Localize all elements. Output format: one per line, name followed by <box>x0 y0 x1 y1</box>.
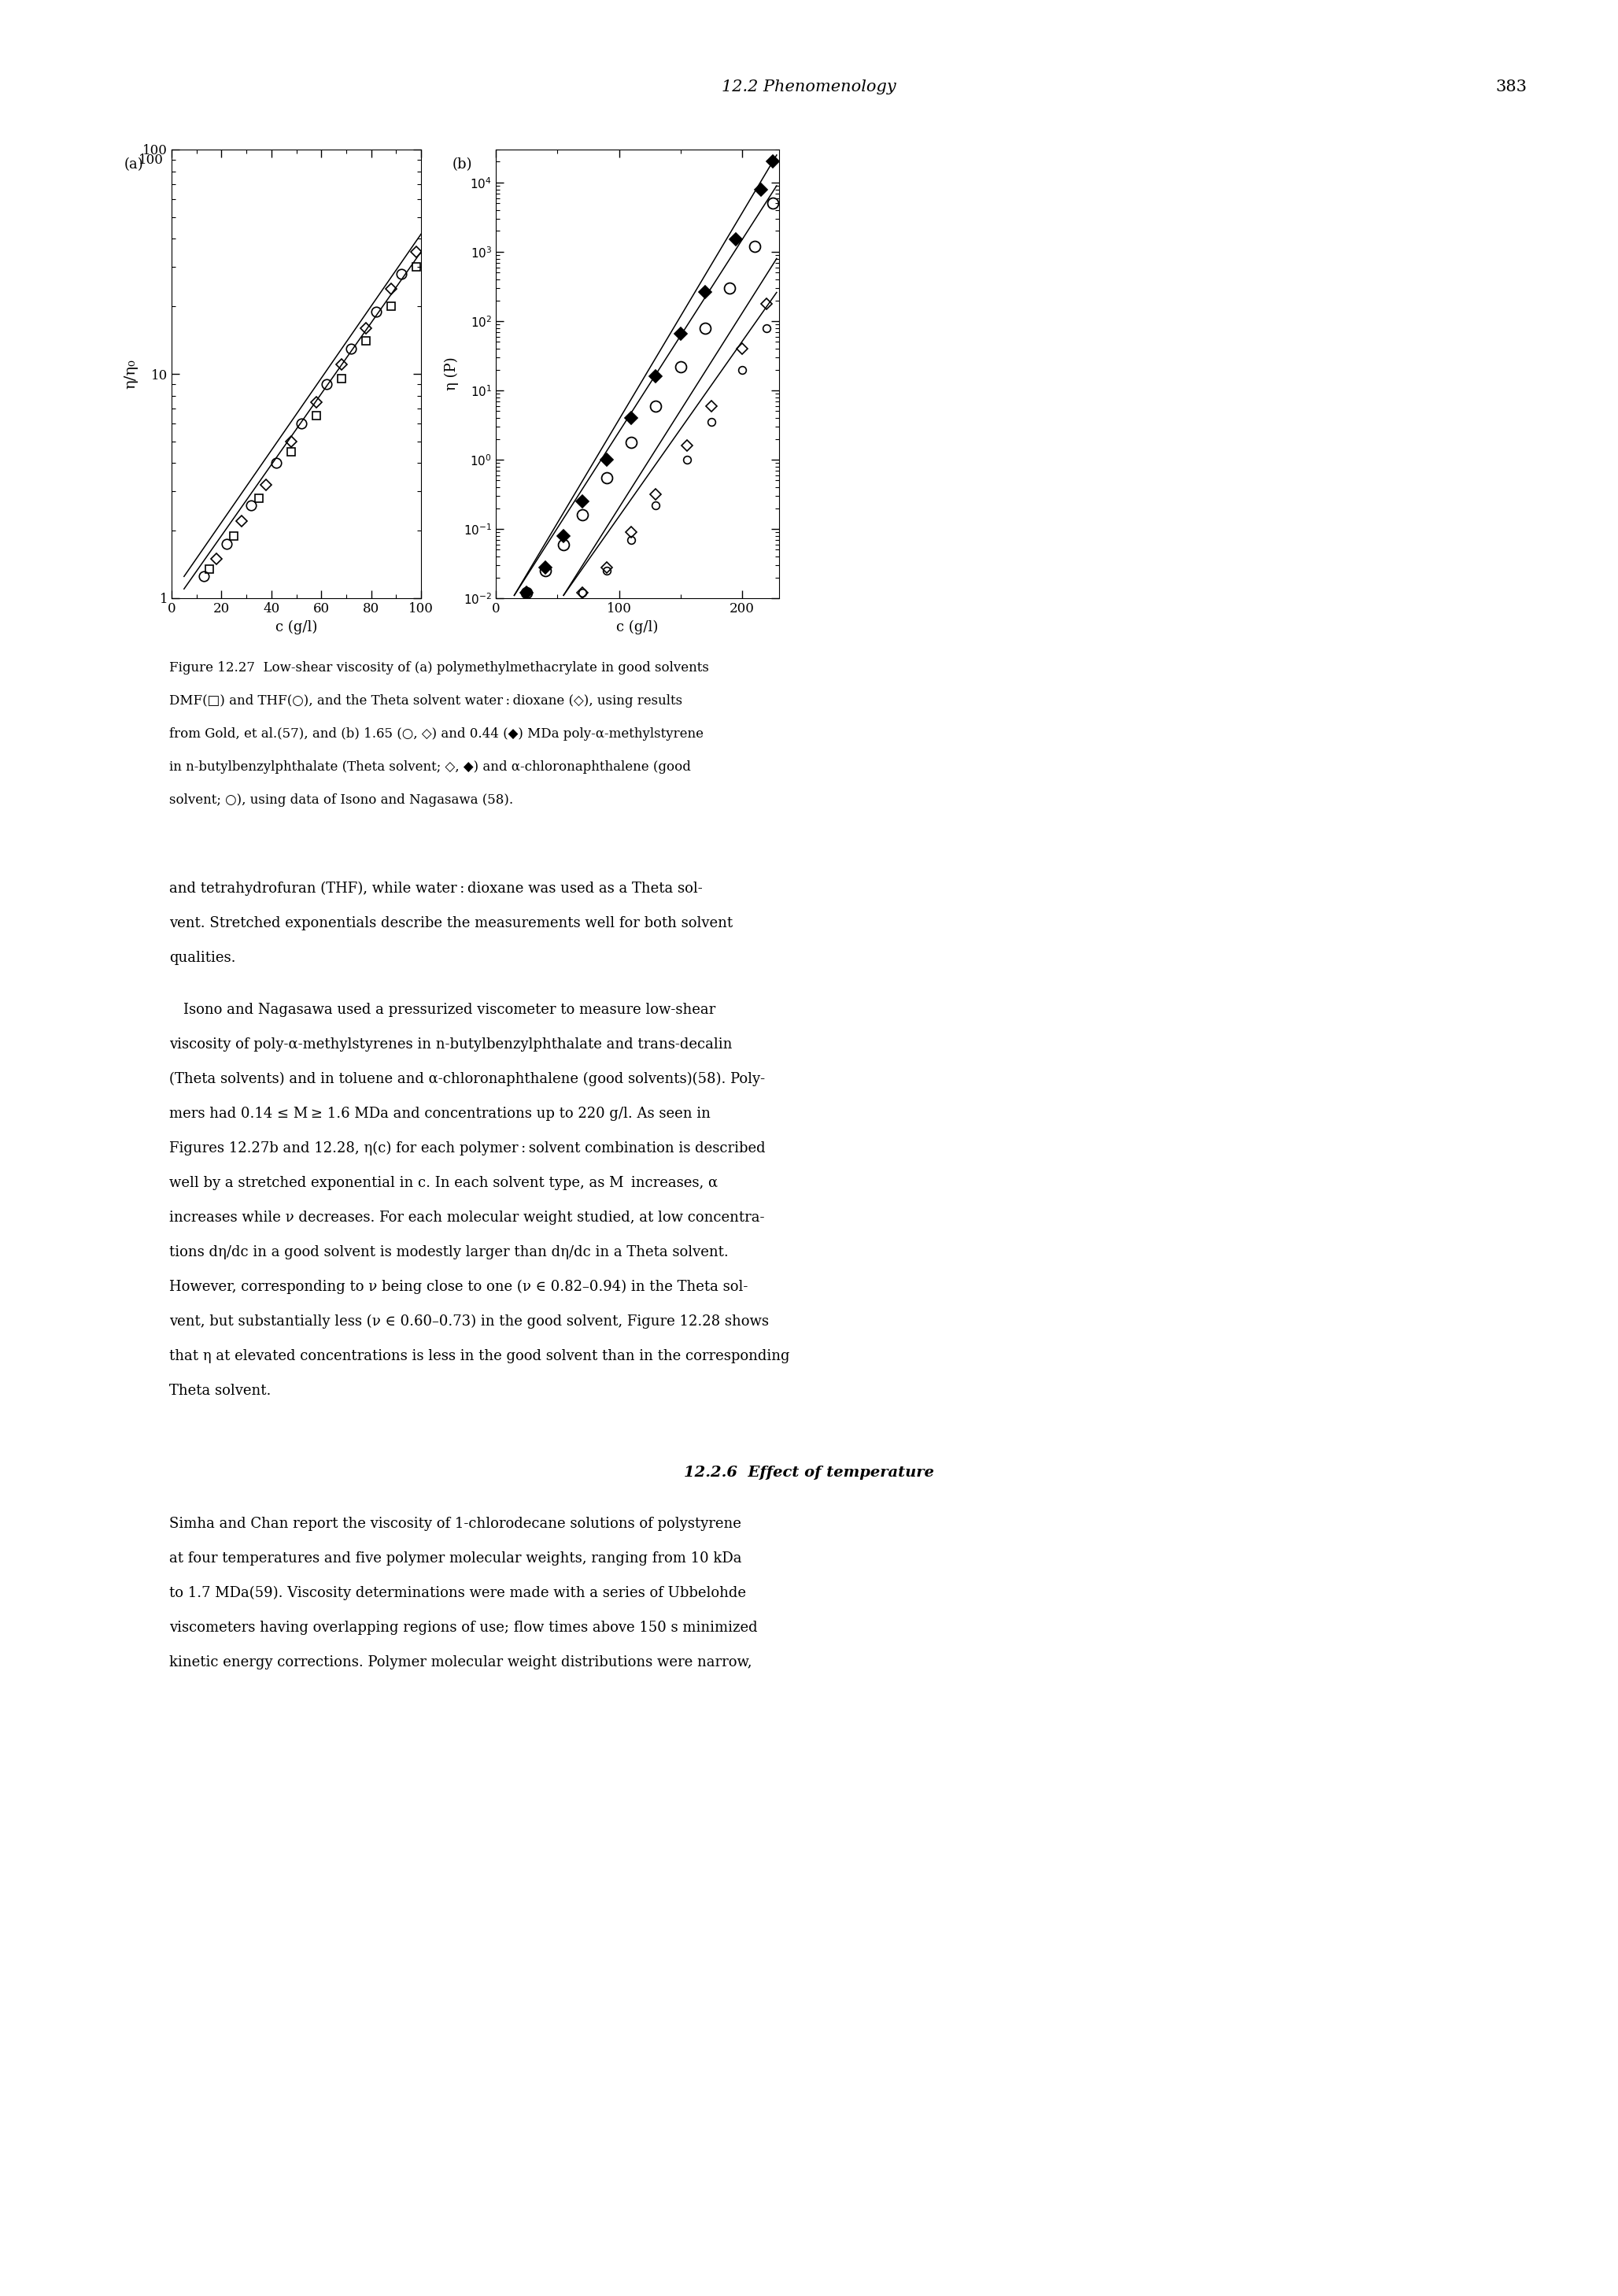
Text: kinetic energy corrections. Polymer molecular weight distributions were narrow,: kinetic energy corrections. Polymer mole… <box>170 1655 752 1669</box>
Text: vent. Stretched exponentials describe the measurements well for both solvent: vent. Stretched exponentials describe th… <box>170 916 733 930</box>
Text: from Gold, et al.(57), and (b) 1.65 (○, ◇) and 0.44 (◆) MDa poly-α-methylstyrene: from Gold, et al.(57), and (b) 1.65 (○, … <box>170 728 704 742</box>
Text: at four temperatures and five polymer molecular weights, ranging from 10 kDa: at four temperatures and five polymer mo… <box>170 1552 741 1566</box>
Text: (b): (b) <box>453 158 472 172</box>
Y-axis label: η/η₀: η/η₀ <box>125 358 138 388</box>
Text: Theta solvent.: Theta solvent. <box>170 1384 270 1398</box>
Text: increases while ν decreases. For each molecular weight studied, at low concentra: increases while ν decreases. For each mo… <box>170 1210 765 1224</box>
Text: well by a stretched exponential in c. In each solvent type, as M  increases, α: well by a stretched exponential in c. In… <box>170 1176 718 1189</box>
Y-axis label: η (P): η (P) <box>445 358 460 390</box>
Text: viscometers having overlapping regions of use; flow times above 150 s minimized: viscometers having overlapping regions o… <box>170 1621 757 1635</box>
Text: 383: 383 <box>1495 78 1527 94</box>
Text: viscosity of poly-α-methylstyrenes in n-butylbenzylphthalate and trans-decalin: viscosity of poly-α-methylstyrenes in n-… <box>170 1038 733 1052</box>
X-axis label: c (g/l): c (g/l) <box>616 620 659 634</box>
Text: vent, but substantially less (ν ∈ 0.60–0.73) in the good solvent, Figure 12.28 s: vent, but substantially less (ν ∈ 0.60–0… <box>170 1316 769 1329</box>
Text: Figure 12.27  Low-shear viscosity of (a) polymethylmethacrylate in good solvents: Figure 12.27 Low-shear viscosity of (a) … <box>170 661 709 675</box>
Text: Isono and Nagasawa used a pressurized viscometer to measure low-shear: Isono and Nagasawa used a pressurized vi… <box>170 1003 715 1017</box>
Text: (a): (a) <box>125 158 144 172</box>
Text: DMF(□) and THF(○), and the Theta solvent water : dioxane (◇), using results: DMF(□) and THF(○), and the Theta solvent… <box>170 693 683 707</box>
Text: (Theta solvents) and in toluene and α-chloronaphthalene (good solvents)(58). Pol: (Theta solvents) and in toluene and α-ch… <box>170 1072 765 1086</box>
Text: to 1.7 MDa(59). Viscosity determinations were made with a series of Ubbelohde: to 1.7 MDa(59). Viscosity determinations… <box>170 1587 746 1600</box>
Text: 12.2 Phenomenology: 12.2 Phenomenology <box>722 78 896 94</box>
Text: tions dη/dc in a good solvent is modestly larger than dη/dc in a Theta solvent.: tions dη/dc in a good solvent is modestl… <box>170 1244 728 1261</box>
Text: in n-butylbenzylphthalate (Theta solvent; ◇, ◆) and α-chloronaphthalene (good: in n-butylbenzylphthalate (Theta solvent… <box>170 760 691 774</box>
Text: solvent; ○), using data of Isono and Nagasawa (58).: solvent; ○), using data of Isono and Nag… <box>170 794 513 806</box>
Text: that η at elevated concentrations is less in the good solvent than in the corres: that η at elevated concentrations is les… <box>170 1350 790 1364</box>
Text: 12.2.6  Effect of temperature: 12.2.6 Effect of temperature <box>684 1465 934 1479</box>
Text: mers had 0.14 ≤ M ≥ 1.6 MDa and concentrations up to 220 g/l. As seen in: mers had 0.14 ≤ M ≥ 1.6 MDa and concentr… <box>170 1107 710 1120</box>
Text: Simha and Chan report the viscosity of 1-chlorodecane solutions of polystyrene: Simha and Chan report the viscosity of 1… <box>170 1518 741 1531</box>
X-axis label: c (g/l): c (g/l) <box>275 620 317 634</box>
Text: 100: 100 <box>139 154 163 168</box>
Text: Figures 12.27b and 12.28, η(c) for each polymer : solvent combination is describ: Figures 12.27b and 12.28, η(c) for each … <box>170 1141 765 1155</box>
Text: qualities.: qualities. <box>170 951 236 964</box>
Text: and tetrahydrofuran (THF), while water : dioxane was used as a Theta sol-: and tetrahydrofuran (THF), while water :… <box>170 882 702 895</box>
Text: However, corresponding to ν being close to one (ν ∈ 0.82–0.94) in the Theta sol-: However, corresponding to ν being close … <box>170 1279 748 1295</box>
